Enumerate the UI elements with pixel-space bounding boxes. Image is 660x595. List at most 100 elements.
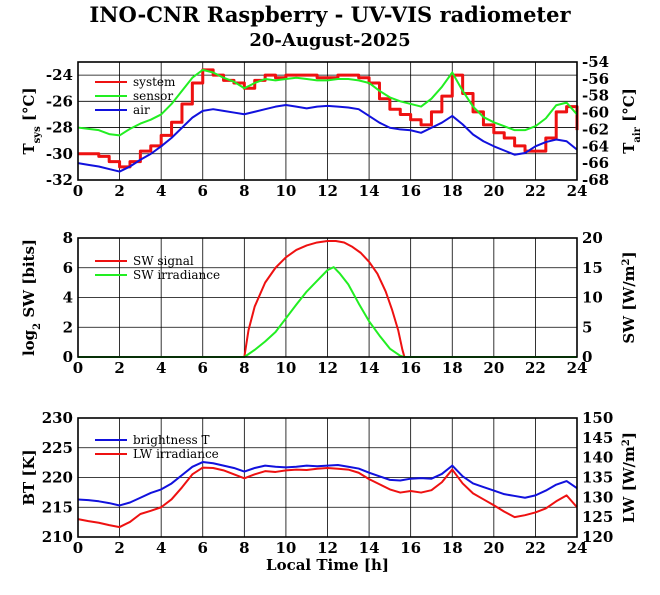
y-right-tick-label: 125: [582, 508, 613, 526]
x-tick-label: 2: [114, 539, 124, 557]
series-line-system: [78, 68, 579, 169]
x-tick-label: 18: [442, 539, 463, 557]
y-right-tick-label: 120: [582, 528, 613, 546]
series-line-air: [77, 103, 578, 173]
x-tick-label: 16: [400, 539, 421, 557]
y-left-axis-label: BT [K]: [20, 449, 38, 505]
x-tick-label: 22: [525, 182, 546, 200]
chart-date: 20-August-2025: [249, 30, 411, 51]
y-left-tick-label: 4: [63, 289, 73, 307]
x-tick-label: 0: [73, 182, 83, 200]
x-tick-label: 14: [359, 182, 380, 200]
y-right-tick-label: -64: [582, 137, 609, 155]
y-right-tick-label: -62: [582, 120, 609, 138]
series-line-sw-signal: [78, 239, 577, 358]
legend-label: SW signal: [133, 254, 194, 268]
x-tick-label: 8: [239, 539, 249, 557]
y-right-tick-label: -66: [582, 154, 609, 172]
x-tick-label: 16: [400, 182, 421, 200]
legend-label: system: [133, 75, 176, 89]
y-right-tick-label: 10: [582, 289, 603, 307]
x-tick-label: 20: [483, 359, 504, 377]
legend-label: brightness T: [133, 433, 209, 447]
x-tick-label: 12: [317, 182, 338, 200]
x-tick-label: 16: [400, 359, 421, 377]
x-tick-label: 22: [525, 359, 546, 377]
legend-label: SW irradiance: [133, 268, 220, 282]
y-left-tick-label: 225: [42, 439, 73, 457]
series-line-brightness-t: [77, 461, 578, 507]
x-tick-label: 2: [114, 182, 124, 200]
y-right-tick-label: 135: [582, 469, 613, 487]
x-tick-label: 10: [275, 359, 296, 377]
x-tick-label: 24: [567, 182, 588, 200]
panel-longwave: 0 2 4 6 8 10 12 14 16 18 20 22 242102152202252301201…: [20, 409, 638, 574]
y-right-tick-label: 140: [582, 449, 613, 467]
y-left-tick-label: 6: [63, 259, 73, 277]
y-left-tick-label: -32: [46, 171, 73, 189]
y-right-tick-label: -56: [582, 70, 609, 88]
y-left-tick-label: 220: [42, 469, 73, 487]
plot-frame: [77, 237, 578, 358]
x-tick-label: 6: [198, 539, 208, 557]
y-right-tick-label: 20: [582, 229, 603, 247]
x-tick-label: 20: [483, 182, 504, 200]
y-right-tick-label: -58: [582, 87, 609, 105]
y-left-tick-label: -24: [46, 66, 73, 84]
x-axis-label: Local Time [h]: [266, 556, 389, 574]
y-right-axis-label: LW [W/m2]: [620, 432, 638, 523]
y-right-axis-label: Tair [°C]: [620, 88, 643, 154]
x-tick-label: 24: [567, 359, 588, 377]
x-tick-label: 24: [567, 539, 588, 557]
x-tick-label: 2: [114, 359, 124, 377]
x-tick-label: 22: [525, 539, 546, 557]
y-right-tick-label: -68: [582, 171, 609, 189]
y-left-tick-label: 8: [63, 229, 73, 247]
legend-label: LW irradiance: [133, 447, 219, 461]
x-tick-label: 4: [156, 359, 166, 377]
legend-label: air: [133, 103, 150, 117]
x-tick-label: 10: [275, 182, 296, 200]
x-tick-label: 0: [73, 539, 83, 557]
y-right-tick-label: -54: [582, 53, 609, 71]
y-left-axis-label: log2 SW [bits]: [20, 239, 43, 356]
x-tick-label: 18: [442, 182, 463, 200]
y-left-tick-label: -28: [46, 119, 73, 137]
chart-title: INO-CNR Raspberry - UV-VIS radiometer: [89, 2, 571, 27]
x-tick-label: 14: [359, 359, 380, 377]
series-line-sw-irradiance: [78, 266, 577, 358]
x-tick-label: 12: [317, 359, 338, 377]
x-tick-label: 14: [359, 539, 380, 557]
x-tick-label: 18: [442, 359, 463, 377]
x-tick-label: 6: [198, 359, 208, 377]
legend-label: sensor: [133, 89, 173, 103]
x-tick-label: 0: [73, 359, 83, 377]
y-right-axis-label: SW [W/m2]: [620, 251, 638, 343]
x-tick-label: 20: [483, 539, 504, 557]
panel-temperatures: 0 2 4 6 8 10 12 14 16 18 20 22 24-24-26-28-30-32-54-…: [20, 53, 643, 200]
y-right-tick-label: 0: [582, 348, 592, 366]
y-left-tick-label: -26: [46, 92, 73, 110]
y-left-tick-label: 215: [42, 498, 73, 516]
y-left-tick-label: 210: [42, 528, 73, 546]
y-right-tick-label: 150: [582, 409, 613, 427]
plot-frame: [77, 61, 578, 181]
x-tick-label: 6: [198, 182, 208, 200]
y-left-tick-label: 230: [42, 409, 73, 427]
y-left-axis-label: Tsys [°C]: [20, 87, 43, 154]
series-line-lw-irradiance: [77, 466, 578, 529]
y-right-tick-label: 145: [582, 429, 613, 447]
x-tick-label: 10: [275, 539, 296, 557]
y-left-tick-label: 0: [63, 348, 73, 366]
x-tick-label: 8: [239, 359, 249, 377]
y-left-tick-label: -30: [46, 145, 73, 163]
x-tick-label: 12: [317, 539, 338, 557]
plot-frame: [77, 417, 578, 538]
x-tick-label: 4: [156, 539, 166, 557]
y-left-tick-label: 2: [63, 318, 73, 336]
y-right-tick-label: 130: [582, 488, 613, 506]
y-right-tick-label: 15: [582, 259, 603, 277]
y-right-tick-label: -60: [582, 104, 609, 122]
